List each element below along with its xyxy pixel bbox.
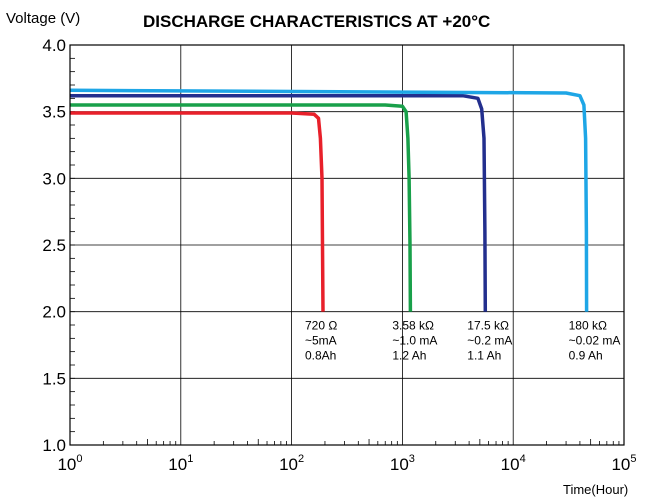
y-tick-label: 2.5 [42, 236, 66, 255]
y-tick-label: 3.5 [42, 103, 66, 122]
y-tick-label: 3.0 [42, 169, 66, 188]
x-tick-label: 105 [611, 453, 636, 474]
annotation-line: ~0.02 mA [569, 334, 621, 348]
annotation-line: 720 Ω [305, 319, 337, 333]
x-tick-label: 103 [390, 453, 415, 474]
annotation-line: ~0.2 mA [467, 334, 512, 348]
series-group [69, 88, 589, 312]
chart-title: DISCHARGE CHARACTERISTICS AT +20°C [143, 12, 490, 31]
x-tick-exponent: 3 [409, 453, 415, 465]
y-tick-label: 2.0 [42, 303, 66, 322]
annotation-line: 1.2 Ah [392, 349, 426, 363]
x-tick-label: 101 [168, 453, 193, 474]
annotation-line: ~1.0 mA [392, 334, 437, 348]
x-tick-base: 10 [390, 455, 409, 474]
series-line-1 [70, 111, 325, 312]
series-annotation-3: 17.5 kΩ ~0.2 mA 1.1 Ah [467, 319, 512, 363]
annotation-line: 180 kΩ [569, 319, 607, 333]
annotation-line: ~5mA [305, 334, 337, 348]
x-tick-labels: 100 101 102 103 104 105 [57, 453, 636, 474]
x-tick-base: 10 [279, 455, 298, 474]
x-tick-exponent: 5 [630, 453, 636, 465]
x-tick-label: 104 [501, 453, 526, 474]
x-tick-label: 102 [279, 453, 304, 474]
y-axis-label: Voltage (V) [6, 10, 80, 27]
series-line-4 [69, 88, 589, 312]
x-tick-exponent: 2 [298, 453, 304, 465]
y-tick-label: 4.0 [42, 36, 66, 55]
x-tick-label: 100 [57, 453, 82, 474]
series-line-3 [70, 93, 488, 312]
plot-frame [69, 44, 625, 446]
y-tick-label: 1.0 [42, 436, 66, 455]
series-line-2 [70, 103, 413, 312]
x-tick-exponent: 0 [76, 453, 82, 465]
x-axis-label: Time(Hour) [563, 482, 628, 497]
annotation-group: 720 Ω ~5mA 0.8Ah 3.58 kΩ ~1.0 mA 1.2 Ah 17.5 k… [305, 319, 620, 363]
x-tick-exponent: 1 [187, 453, 193, 465]
annotation-line: 0.9 Ah [569, 349, 603, 363]
annotation-line: 3.58 kΩ [392, 319, 434, 333]
x-tick-base: 10 [168, 455, 187, 474]
annotation-line: 17.5 kΩ [467, 319, 509, 333]
series-annotation-4: 180 kΩ ~0.02 mA 0.9 Ah [569, 319, 621, 363]
y-tick-labels: 1.0 1.5 2.0 2.5 3.0 3.5 4.0 [42, 36, 66, 455]
y-tick-label: 1.5 [42, 369, 66, 388]
series-annotation-2: 3.58 kΩ ~1.0 mA 1.2 Ah [392, 319, 437, 363]
annotation-line: 1.1 Ah [467, 349, 501, 363]
annotation-line: 0.8Ah [305, 349, 336, 363]
x-tick-base: 10 [57, 455, 76, 474]
series-annotation-1: 720 Ω ~5mA 0.8Ah [305, 319, 337, 363]
x-tick-exponent: 4 [520, 453, 526, 465]
x-tick-base: 10 [611, 455, 630, 474]
x-tick-base: 10 [501, 455, 520, 474]
